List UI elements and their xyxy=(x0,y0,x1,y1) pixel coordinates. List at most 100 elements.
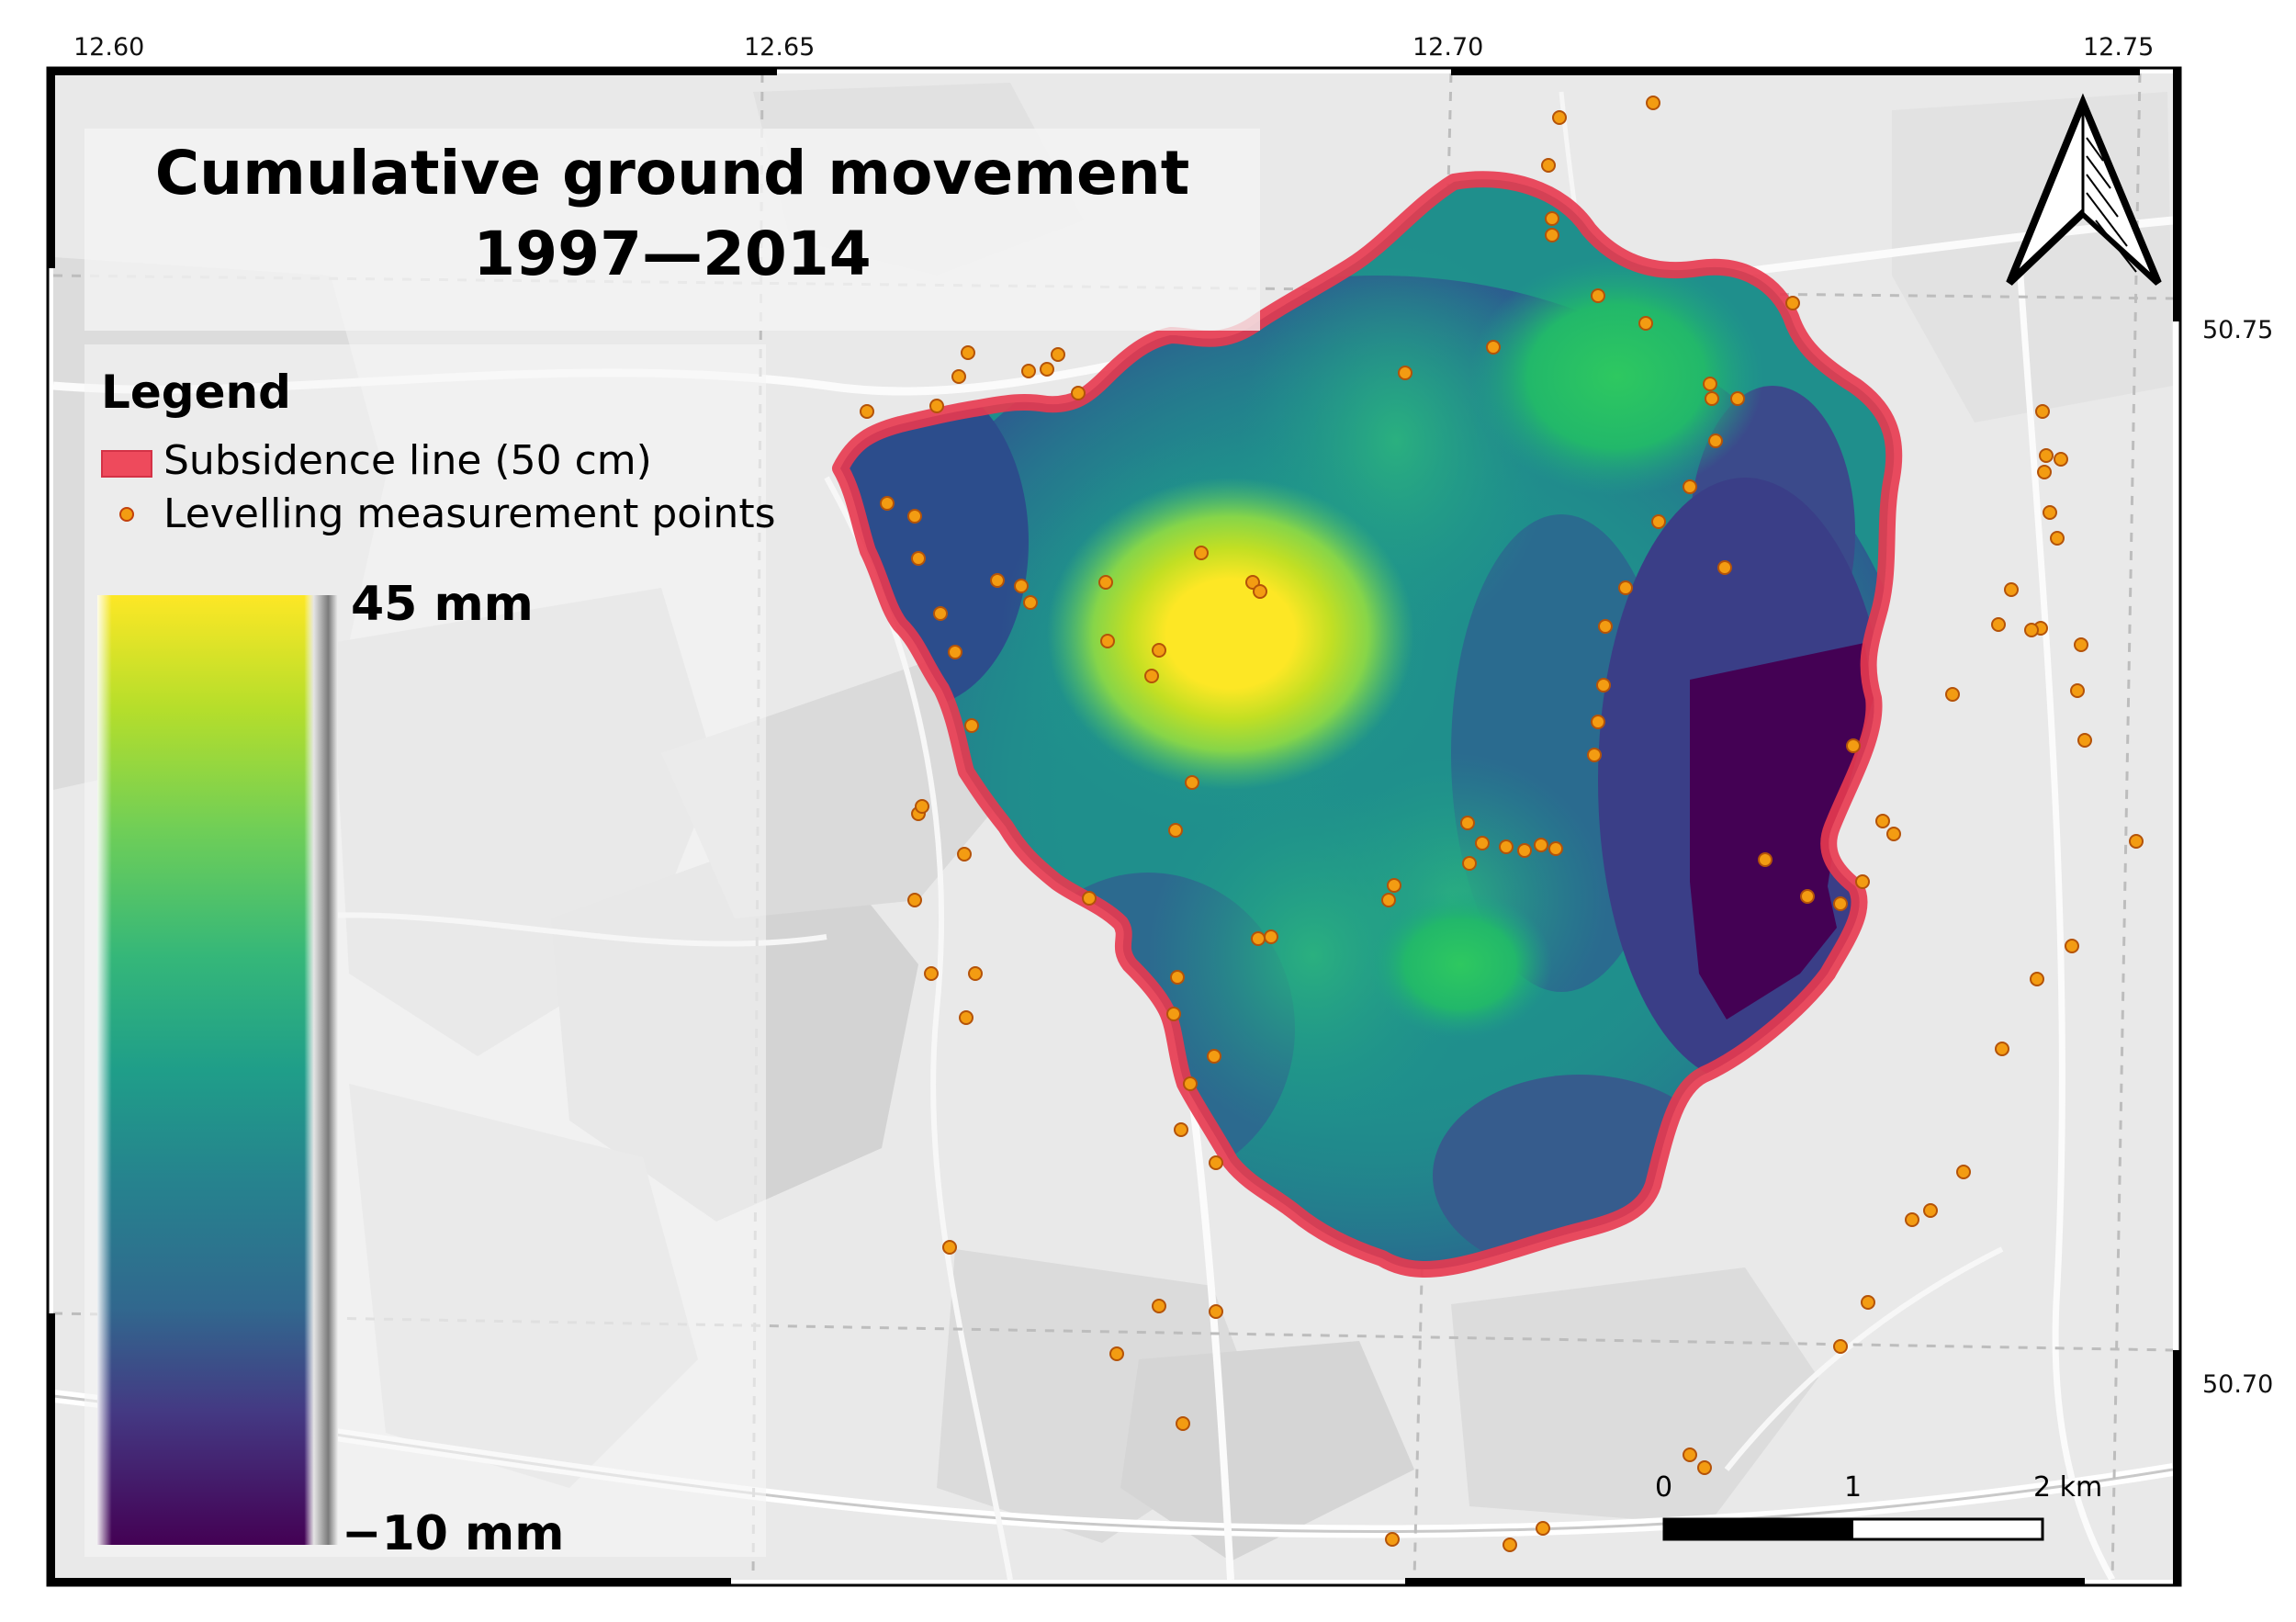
levelling-measurement-point xyxy=(1683,479,1697,494)
legend-title: Legend xyxy=(101,366,291,419)
longitude-label: 12.60 xyxy=(73,33,145,62)
levelling-measurement-point xyxy=(1503,1538,1517,1552)
levelling-measurement-point xyxy=(1708,434,1723,448)
levelling-measurement-point xyxy=(1185,775,1199,790)
levelling-measurement-point xyxy=(1264,929,1278,944)
levelling-points-layer xyxy=(860,96,2144,1552)
levelling-measurement-point xyxy=(1618,580,1633,595)
levelling-measurement-point xyxy=(1168,823,1183,838)
longitude-label: 12.65 xyxy=(744,33,816,62)
levelling-measurement-point xyxy=(2030,972,2044,986)
levelling-measurement-point xyxy=(1021,364,1036,378)
levelling-measurement-point xyxy=(1956,1165,1971,1179)
levelling-measurement-point xyxy=(1651,514,1666,529)
levelling-measurement-point xyxy=(1194,546,1209,560)
levelling-measurement-point xyxy=(1846,738,1861,753)
levelling-measurement-point xyxy=(1174,1122,1188,1137)
levelling-measurement-point xyxy=(2050,531,2065,546)
levelling-measurement-point xyxy=(933,606,948,621)
levelling-measurement-point xyxy=(1499,839,1514,854)
ramp-min-label: −10 mm xyxy=(342,1506,565,1561)
levelling-measurement-point xyxy=(1905,1212,1919,1227)
levelling-measurement-point xyxy=(961,345,975,360)
frame-ticks xyxy=(48,68,2180,1585)
scale-label: 1 xyxy=(1844,1471,1863,1504)
levelling-measurement-point xyxy=(1703,377,1717,391)
levelling-measurement-point xyxy=(1541,158,1556,173)
levelling-measurement-point xyxy=(1071,386,1086,400)
levelling-measurement-point xyxy=(1683,1447,1697,1462)
levelling-measurement-point xyxy=(1598,619,1613,634)
levelling-measurement-point xyxy=(1098,575,1113,590)
levelling-measurement-point xyxy=(1545,211,1559,226)
levelling-measurement-point xyxy=(948,645,962,659)
levelling-measurement-point xyxy=(1923,1203,1938,1218)
levelling-measurement-point xyxy=(1785,296,1800,310)
levelling-measurement-point xyxy=(1545,228,1559,242)
levelling-measurement-point xyxy=(929,399,944,413)
scale-bar xyxy=(1662,1517,2044,1541)
levelling-measurement-point xyxy=(1475,836,1490,850)
map-title: Cumulative ground movement xyxy=(154,138,1190,208)
levelling-measurement-point xyxy=(1207,1049,1221,1064)
color-ramp xyxy=(97,595,338,1545)
levelling-measurement-point xyxy=(1385,1532,1400,1547)
levelling-measurement-point xyxy=(1758,852,1773,867)
ramp-max-label: 45 mm xyxy=(351,577,534,632)
levelling-measurement-point xyxy=(1209,1304,1223,1319)
levelling-measurement-point xyxy=(2129,834,2144,849)
levelling-measurement-point xyxy=(2065,939,2079,953)
levelling-measurement-point xyxy=(2037,465,2052,479)
levelling-measurement-point xyxy=(1152,1299,1166,1313)
levelling-measurement-point xyxy=(1183,1076,1198,1091)
legend-item-subsidence-line: Subsidence line (50 cm) xyxy=(163,437,652,484)
levelling-measurement-point xyxy=(1638,316,1653,331)
levelling-measurement-point xyxy=(2077,733,2092,748)
levelling-measurement-point xyxy=(1051,347,1065,362)
levelling-measurement-point xyxy=(1886,827,1901,841)
levelling-measurement-point xyxy=(1040,362,1054,377)
levelling-measurement-point xyxy=(1023,595,1038,610)
levelling-measurement-point xyxy=(990,573,1005,588)
levelling-measurement-point xyxy=(1082,891,1097,906)
levelling-measurement-point xyxy=(1253,584,1267,599)
levelling-measurement-point xyxy=(1717,560,1732,575)
levelling-measurement-point xyxy=(1833,1339,1848,1354)
levelling-measurement-point xyxy=(1800,889,1815,904)
levelling-measurement-point xyxy=(907,509,922,524)
levelling-measurement-point xyxy=(1398,366,1412,380)
levelling-measurement-point xyxy=(1596,678,1611,693)
levelling-measurement-point xyxy=(860,404,874,419)
levelling-measurement-point xyxy=(1251,931,1266,946)
levelling-measurement-point xyxy=(964,718,979,733)
levelling-measurement-point xyxy=(968,966,983,981)
levelling-measurement-point xyxy=(1517,843,1532,858)
subsidence-line-swatch xyxy=(101,450,152,478)
levelling-measurement-point xyxy=(924,966,939,981)
levelling-measurement-point xyxy=(1995,1042,2009,1056)
levelling-measurement-point xyxy=(2054,452,2068,467)
levelling-measurement-point xyxy=(2043,505,2057,520)
map-subtitle-years: 1997—2014 xyxy=(473,219,872,289)
levelling-measurement-point xyxy=(1646,96,1660,110)
levelling-measurement-point xyxy=(915,799,929,814)
levelling-measurement-point xyxy=(2070,683,2085,698)
title-background xyxy=(84,129,1260,331)
levelling-measurement-point xyxy=(1591,715,1605,729)
levelling-measurement-point xyxy=(959,1010,974,1025)
levelling-measurement-point xyxy=(1109,1346,1124,1361)
levelling-measurement-point xyxy=(1462,856,1477,871)
levelling-measurement-point xyxy=(1014,579,1029,593)
levelling-measurement-point xyxy=(1381,893,1396,907)
levelling-measurement-point xyxy=(880,496,895,511)
levelling-measurement-point xyxy=(2035,404,2050,419)
levelling-measurement-point xyxy=(942,1240,957,1255)
levelling-measurement-point xyxy=(1833,896,1848,911)
levelling-measurement-point xyxy=(951,369,966,384)
legend-item-levelling-points: Levelling measurement points xyxy=(163,490,776,537)
levelling-measurement-point xyxy=(1152,643,1166,658)
levelling-measurement-point xyxy=(1875,814,1890,828)
levelling-measurement-point xyxy=(1855,874,1870,889)
levelling-measurement-point xyxy=(1591,288,1605,303)
levelling-measurement-point xyxy=(1100,634,1115,648)
